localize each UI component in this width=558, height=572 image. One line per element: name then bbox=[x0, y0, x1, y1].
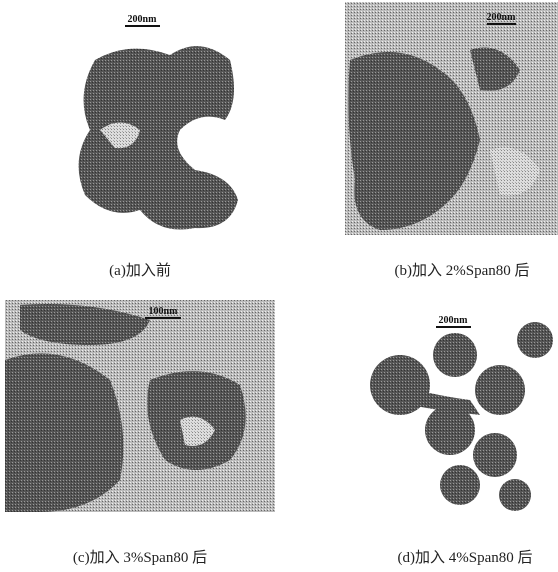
scale-bar-label: 200nm bbox=[128, 14, 158, 25]
caption: (d)加入 4%Span80 后 bbox=[398, 549, 533, 566]
panel-b-image bbox=[345, 2, 558, 235]
caption: (c)加入 3%Span80 后 bbox=[73, 549, 207, 566]
panel-d-image bbox=[370, 322, 553, 511]
panel-a-image bbox=[79, 46, 240, 229]
panel-c-image bbox=[5, 300, 275, 512]
caption: (b)加入 2%Span80 后 bbox=[395, 262, 530, 279]
scale-bar-label: 100nm bbox=[149, 306, 179, 317]
scale-bar-label: 200nm bbox=[487, 12, 517, 23]
figure: 200nm (a)加入前 200nm (b)加入 2%Span80 后 100n… bbox=[0, 0, 558, 572]
scale-bar-label: 200nm bbox=[439, 315, 469, 326]
caption: (a)加入前 bbox=[109, 262, 171, 279]
